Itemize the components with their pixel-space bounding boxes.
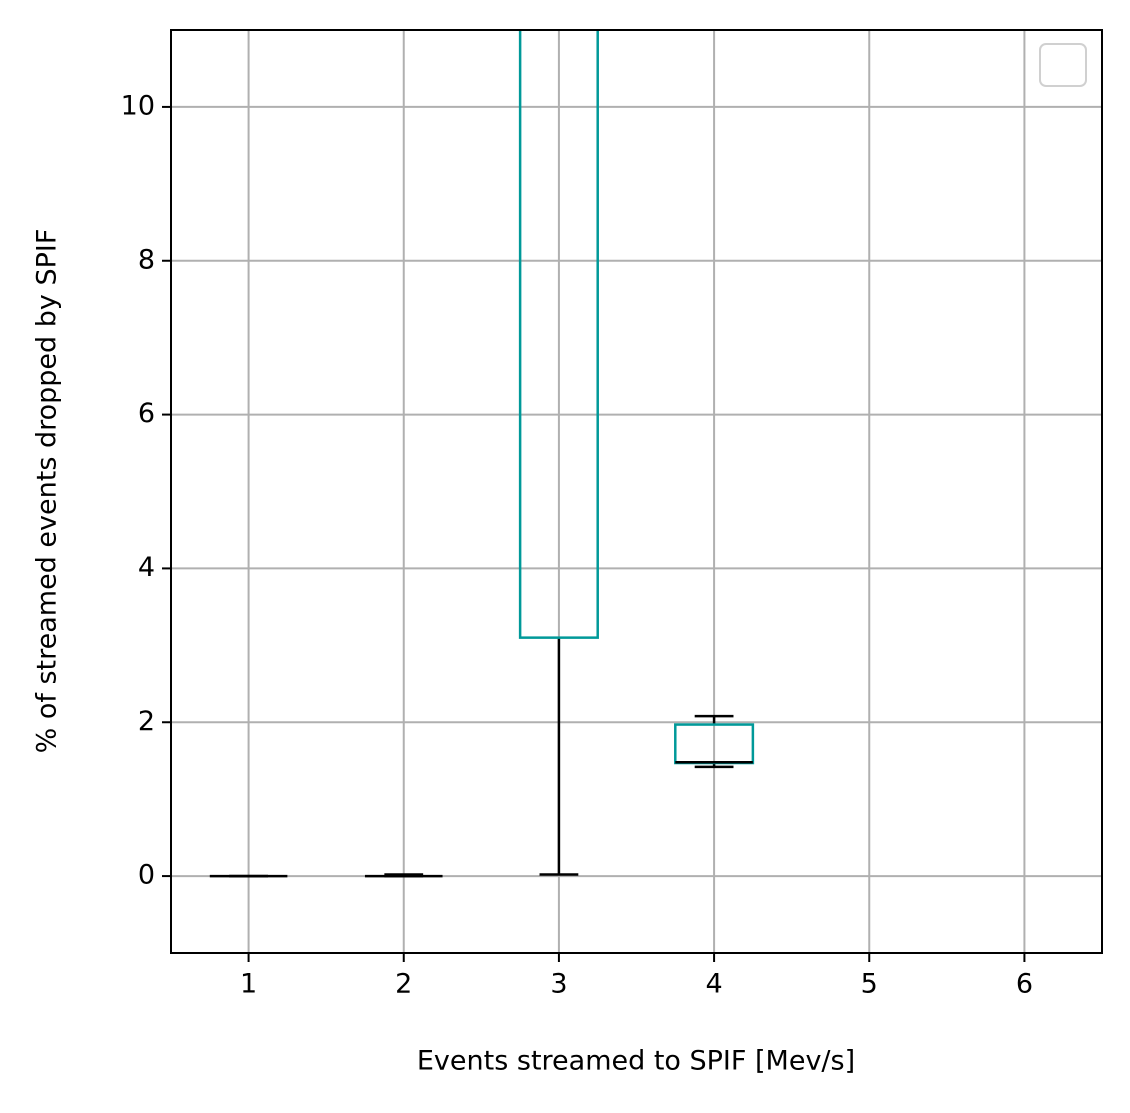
y-tick-label: 10: [121, 90, 155, 121]
x-tick-label: 1: [240, 969, 257, 1000]
x-tick-label: 2: [395, 969, 412, 1000]
x-tick-label: 3: [550, 969, 567, 1000]
x-tick-label: 4: [705, 969, 722, 1000]
y-tick-label: 4: [138, 552, 155, 583]
y-tick-label: 2: [138, 706, 155, 737]
y-tick-label: 0: [138, 860, 155, 891]
legend: [1039, 43, 1087, 87]
y-tick-label: 6: [138, 398, 155, 429]
box: [518, 30, 599, 639]
y-tick-label: 8: [138, 244, 155, 275]
x-tick-label: 5: [861, 969, 878, 1000]
x-tick-label: 6: [1016, 969, 1033, 1000]
x-axis-label: Events streamed to SPIF [Mev/s]: [417, 1046, 855, 1077]
axes-frame: [170, 29, 1103, 954]
y-axis-label: % of streamed events dropped by SPIF: [32, 229, 63, 754]
grid: [171, 30, 1102, 953]
plot-area: [209, 30, 755, 878]
